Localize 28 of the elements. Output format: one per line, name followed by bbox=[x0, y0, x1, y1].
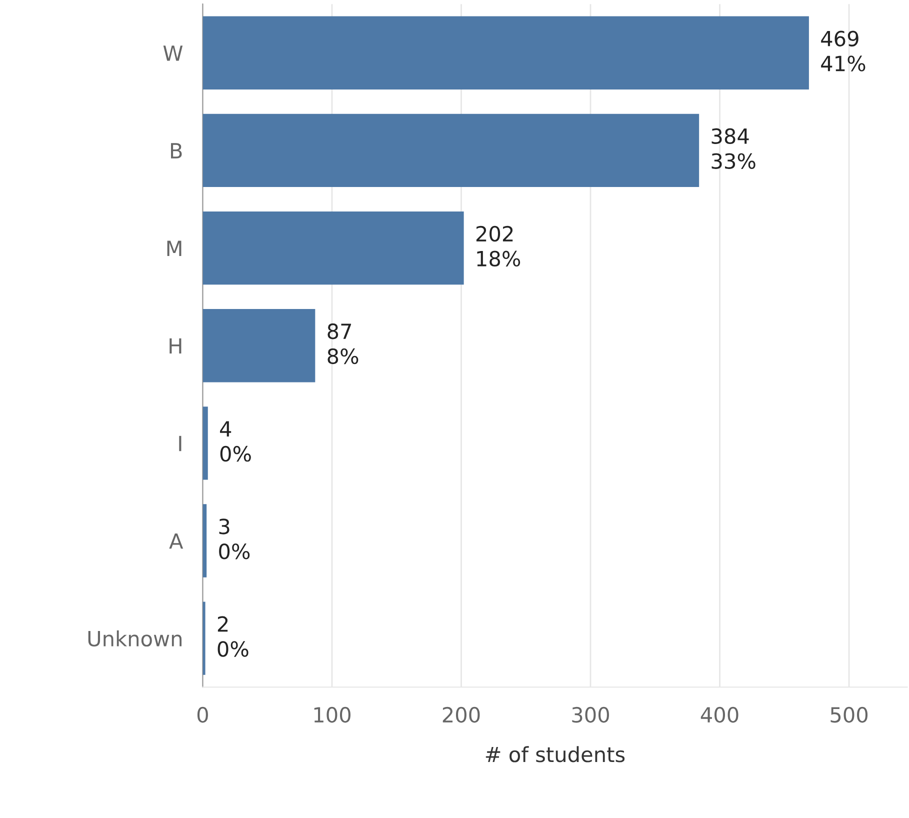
bar bbox=[202, 114, 700, 188]
bar bbox=[202, 211, 464, 285]
data-label: 4 0% bbox=[220, 421, 251, 462]
y-tick-label: W bbox=[163, 46, 183, 61]
bar bbox=[202, 309, 316, 382]
x-axis-title: # of students bbox=[486, 746, 625, 762]
y-tick-label: I bbox=[179, 436, 182, 452]
data-label: 2 0% bbox=[218, 616, 248, 657]
data-label: 87 8% bbox=[328, 323, 358, 364]
bar bbox=[202, 504, 207, 578]
data-label: 384 33% bbox=[712, 128, 756, 169]
y-tick-label: A bbox=[169, 533, 184, 549]
bar bbox=[202, 16, 809, 90]
y-tick-label: M bbox=[167, 240, 182, 256]
x-tick-label: 400 bbox=[700, 706, 738, 723]
x-tick-label: 300 bbox=[572, 706, 609, 723]
y-tick-label: Unknown bbox=[88, 630, 182, 647]
x-tick-label: 200 bbox=[442, 706, 480, 723]
y-tick-label: H bbox=[170, 338, 182, 354]
x-tick-label: 500 bbox=[830, 706, 868, 723]
x-tick-label: 0 bbox=[197, 706, 208, 723]
data-label: 3 0% bbox=[219, 518, 250, 560]
data-label: 202 18% bbox=[476, 226, 520, 267]
data-label: 469 41% bbox=[821, 30, 866, 72]
bar bbox=[202, 602, 206, 675]
bar bbox=[202, 406, 208, 480]
x-tick-label: 100 bbox=[314, 706, 350, 723]
y-tick-label: B bbox=[171, 143, 182, 158]
